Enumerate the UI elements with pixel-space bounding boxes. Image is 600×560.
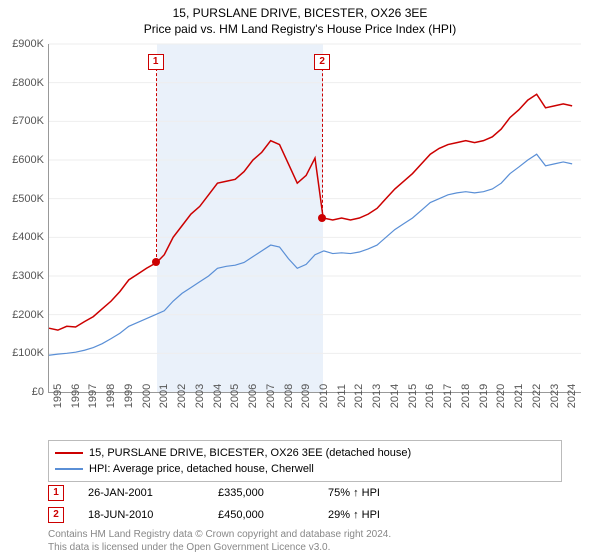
transaction-marker: 2: [48, 507, 64, 523]
transaction-date: 26-JAN-2001: [88, 487, 218, 499]
transaction-row: 2 18-JUN-2010£450,00029% ↑ HPI: [48, 504, 448, 526]
x-axis-label: 2012: [353, 384, 365, 408]
x-axis-label: 1997: [87, 384, 99, 408]
marker-line-2: [322, 58, 323, 218]
x-axis-label: 2014: [389, 384, 401, 408]
x-axis-label: 2011: [336, 384, 348, 408]
marker-box-1: 1: [148, 54, 164, 70]
x-axis-label: 2017: [442, 384, 454, 408]
chart-container: 15, PURSLANE DRIVE, BICESTER, OX26 3EE P…: [0, 0, 600, 560]
transaction-pct: 75% ↑ HPI: [328, 487, 448, 499]
chart-subtitle: Price paid vs. HM Land Registry's House …: [0, 20, 600, 40]
y-axis-label: £200K: [12, 309, 44, 321]
x-axis-label: 2000: [141, 384, 153, 408]
x-axis-label: 2018: [460, 384, 472, 408]
legend-swatch: [55, 452, 83, 454]
footer-line2: This data is licensed under the Open Gov…: [48, 541, 391, 554]
x-axis-label: 2015: [407, 384, 419, 408]
legend-swatch: [55, 468, 83, 470]
chart-title: 15, PURSLANE DRIVE, BICESTER, OX26 3EE: [0, 0, 600, 20]
x-axis-label: 2024: [566, 384, 578, 408]
x-axis-label: 2021: [513, 384, 525, 408]
x-axis-label: 2016: [424, 384, 436, 408]
x-axis-label: 2006: [247, 384, 259, 408]
x-axis-label: 1996: [70, 384, 82, 408]
x-axis-label: 2019: [478, 384, 490, 408]
y-axis-label: £0: [32, 386, 44, 398]
x-axis-label: 1998: [105, 384, 117, 408]
y-axis-label: £600K: [12, 154, 44, 166]
transaction-row: 1 26-JAN-2001£335,00075% ↑ HPI: [48, 482, 448, 504]
series-property: [49, 94, 572, 330]
footer-attribution: Contains HM Land Registry data © Crown c…: [48, 528, 391, 554]
x-axis-label: 1995: [52, 384, 64, 408]
transaction-price: £450,000: [218, 509, 328, 521]
marker-dot-2: [318, 214, 326, 222]
legend-label: 15, PURSLANE DRIVE, BICESTER, OX26 3EE (…: [89, 445, 411, 461]
x-axis-label: 1999: [123, 384, 135, 408]
x-axis-label: 2010: [318, 384, 330, 408]
y-axis-label: £700K: [12, 115, 44, 127]
transactions-table: 1 26-JAN-2001£335,00075% ↑ HPI 2 18-JUN-201…: [48, 482, 448, 526]
footer-line1: Contains HM Land Registry data © Crown c…: [48, 528, 391, 541]
x-axis-label: 2002: [176, 384, 188, 408]
y-axis-label: £100K: [12, 347, 44, 359]
x-axis-label: 2022: [531, 384, 543, 408]
x-axis-label: 2013: [371, 384, 383, 408]
marker-dot-1: [152, 258, 160, 266]
transaction-price: £335,000: [218, 487, 328, 499]
x-axis-label: 2008: [283, 384, 295, 408]
legend: 15, PURSLANE DRIVE, BICESTER, OX26 3EE (…: [48, 440, 562, 482]
y-axis-label: £500K: [12, 193, 44, 205]
marker-line-1: [156, 58, 157, 262]
transaction-pct: 29% ↑ HPI: [328, 509, 448, 521]
legend-item: HPI: Average price, detached house, Cher…: [55, 461, 555, 477]
x-axis-label: 2009: [300, 384, 312, 408]
marker-box-2: 2: [314, 54, 330, 70]
transaction-marker: 1: [48, 485, 64, 501]
y-axis-label: £900K: [12, 38, 44, 50]
x-axis-label: 2004: [212, 384, 224, 408]
y-axis-label: £800K: [12, 77, 44, 89]
y-axis-label: £300K: [12, 270, 44, 282]
transaction-date: 18-JUN-2010: [88, 509, 218, 521]
line-plot: [49, 44, 581, 392]
y-axis-label: £400K: [12, 231, 44, 243]
legend-label: HPI: Average price, detached house, Cher…: [89, 461, 314, 477]
legend-item: 15, PURSLANE DRIVE, BICESTER, OX26 3EE (…: [55, 445, 555, 461]
plot-area: [48, 44, 581, 393]
series-hpi: [49, 154, 572, 355]
x-axis-label: 2001: [158, 384, 170, 408]
x-axis-label: 2023: [549, 384, 561, 408]
x-axis-label: 2005: [229, 384, 241, 408]
x-axis-label: 2003: [194, 384, 206, 408]
x-axis-label: 2020: [495, 384, 507, 408]
x-axis-label: 2007: [265, 384, 277, 408]
